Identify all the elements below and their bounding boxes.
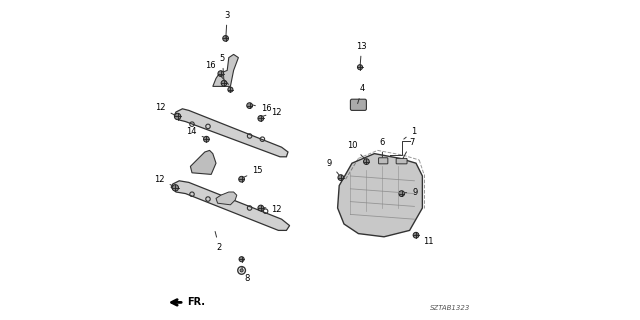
Text: FR.: FR.	[187, 297, 205, 307]
Circle shape	[221, 80, 227, 86]
Text: 11: 11	[416, 234, 433, 246]
Text: 15: 15	[244, 166, 262, 177]
Circle shape	[338, 175, 344, 180]
Polygon shape	[216, 192, 237, 205]
Circle shape	[218, 71, 224, 76]
Text: 8: 8	[242, 267, 250, 283]
Polygon shape	[172, 181, 290, 230]
Text: 4: 4	[358, 84, 365, 104]
Text: 3: 3	[225, 11, 230, 39]
Text: 10: 10	[348, 141, 365, 159]
Polygon shape	[191, 150, 216, 174]
Polygon shape	[338, 154, 422, 237]
FancyBboxPatch shape	[379, 158, 388, 164]
Text: 12: 12	[264, 108, 282, 116]
Text: 6: 6	[380, 138, 385, 157]
FancyBboxPatch shape	[396, 158, 407, 164]
Circle shape	[399, 191, 404, 196]
Text: 9: 9	[327, 159, 339, 175]
Circle shape	[204, 136, 209, 142]
Circle shape	[223, 36, 228, 41]
Text: 5: 5	[220, 54, 225, 79]
Text: 14: 14	[186, 127, 204, 137]
Circle shape	[174, 113, 180, 120]
Text: 12: 12	[264, 205, 282, 214]
Circle shape	[172, 185, 179, 191]
Circle shape	[258, 205, 264, 211]
Polygon shape	[174, 109, 288, 157]
Circle shape	[240, 269, 243, 272]
Circle shape	[413, 232, 419, 238]
Text: 7: 7	[403, 138, 414, 158]
Text: 9: 9	[404, 188, 417, 196]
Circle shape	[357, 65, 362, 70]
Circle shape	[239, 257, 244, 262]
Text: 12: 12	[154, 175, 173, 186]
Text: 16: 16	[205, 61, 228, 84]
Text: 2: 2	[215, 231, 222, 252]
Circle shape	[258, 116, 264, 121]
Text: 1: 1	[404, 127, 417, 139]
FancyBboxPatch shape	[351, 99, 366, 110]
Circle shape	[228, 87, 233, 92]
Circle shape	[247, 103, 253, 108]
Text: 13: 13	[356, 42, 367, 65]
Circle shape	[364, 159, 369, 164]
Text: 12: 12	[156, 103, 175, 115]
Circle shape	[239, 176, 244, 182]
Polygon shape	[212, 54, 239, 86]
Text: SZTAB1323: SZTAB1323	[430, 305, 470, 311]
Text: 16: 16	[252, 104, 271, 113]
